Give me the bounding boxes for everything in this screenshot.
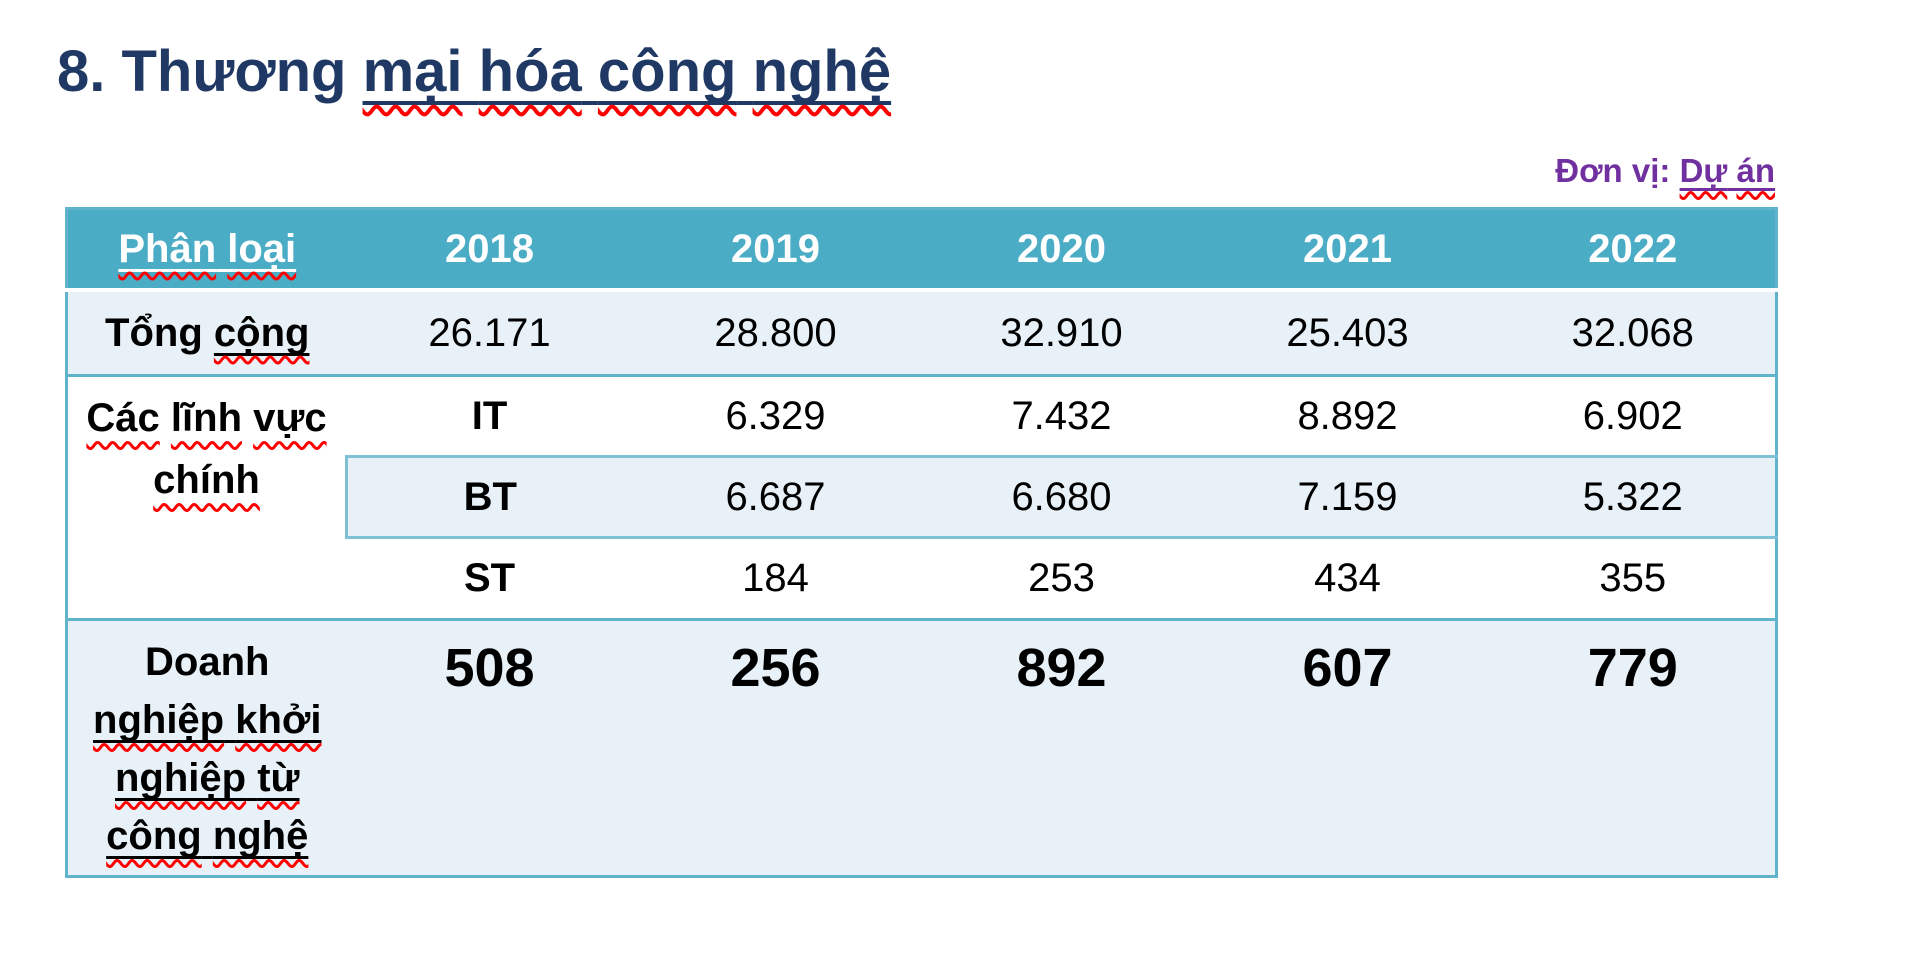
- cell-total-2021: 25.403: [1204, 290, 1491, 376]
- sublabel-bt: BT: [345, 455, 633, 539]
- row-label-total: Tổng cộng: [66, 290, 347, 376]
- cell-startups-2021: 607: [1204, 618, 1491, 877]
- title-word: nghệ: [752, 39, 892, 104]
- unit-label: Đơn vị: Dự án: [1555, 152, 1775, 190]
- title-word: công: [597, 39, 737, 104]
- cell-total-2022: 32.068: [1490, 290, 1777, 376]
- cell-it-2020: 7.432: [918, 374, 1205, 457]
- unit-prefix: Đơn vị:: [1555, 152, 1671, 189]
- table-row-startups: Doanh nghiệp khởi nghiệp từ công nghệ 50…: [66, 618, 1777, 877]
- title-word: hóa: [478, 39, 582, 104]
- cell-startups-2018: 508: [346, 618, 633, 877]
- row-label-startups: Doanh nghiệp khởi nghiệp từ công nghệ: [66, 618, 347, 877]
- sublabel-st: ST: [346, 537, 633, 620]
- cell-total-2018: 26.171: [346, 290, 633, 376]
- cell-st-2020: 253: [918, 537, 1205, 620]
- header-year-2019: 2019: [632, 208, 919, 292]
- unit-value: Dự án: [1680, 152, 1775, 189]
- unit-word: án: [1736, 152, 1775, 189]
- cell-startups-2019: 256: [632, 618, 919, 877]
- cell-st-2019: 184: [632, 537, 919, 620]
- cell-bt-2022: 5.322: [1490, 455, 1777, 539]
- cell-bt-2019: 6.687: [632, 455, 919, 539]
- data-table: Phân loại 2018 2019 2020 2021 2022 Tổng …: [65, 207, 1778, 878]
- sublabel-it: IT: [346, 374, 633, 457]
- cell-st-2022: 355: [1490, 537, 1777, 620]
- table-row-st: ST 184 253 434 355: [67, 537, 1777, 620]
- cell-total-2020: 32.910: [918, 290, 1205, 376]
- cell-bt-2021: 7.159: [1204, 455, 1491, 539]
- cell-st-2021: 434: [1204, 537, 1491, 620]
- cell-total-2019: 28.800: [632, 290, 919, 376]
- cell-startups-2022: 779: [1490, 618, 1777, 877]
- unit-word: Dự: [1679, 152, 1728, 189]
- page-title: 8. Thương mại hóa công nghệ: [57, 38, 891, 106]
- table-header-row: Phân loại 2018 2019 2020 2021 2022: [66, 208, 1777, 292]
- row-label-main-sectors: Các lĩnh vực chính: [66, 374, 347, 620]
- cell-it-2022: 6.902: [1490, 374, 1777, 457]
- table-row-it: Các lĩnh vực chính IT 6.329 7.432 8.892 …: [66, 374, 1777, 620]
- header-year-2021: 2021: [1204, 208, 1491, 292]
- title-prefix: 8. Thương: [57, 39, 347, 104]
- header-year-2018: 2018: [346, 208, 633, 292]
- cell-startups-2020: 892: [918, 618, 1205, 877]
- header-year-2022: 2022: [1490, 208, 1777, 292]
- table-row-bt: BT 6.687 6.680 7.159 5.322: [67, 455, 1777, 539]
- title-underlined-phrase: mại hóa công nghệ: [363, 39, 892, 104]
- title-word: mại: [362, 39, 463, 104]
- header-year-2020: 2020: [918, 208, 1205, 292]
- cell-it-2021: 8.892: [1204, 374, 1491, 457]
- header-category: Phân loại: [66, 208, 347, 292]
- table-row-total: Tổng cộng 26.171 28.800 32.910 25.403 32…: [66, 290, 1777, 376]
- cell-it-2019: 6.329: [632, 374, 919, 457]
- cell-bt-2020: 6.680: [918, 455, 1205, 539]
